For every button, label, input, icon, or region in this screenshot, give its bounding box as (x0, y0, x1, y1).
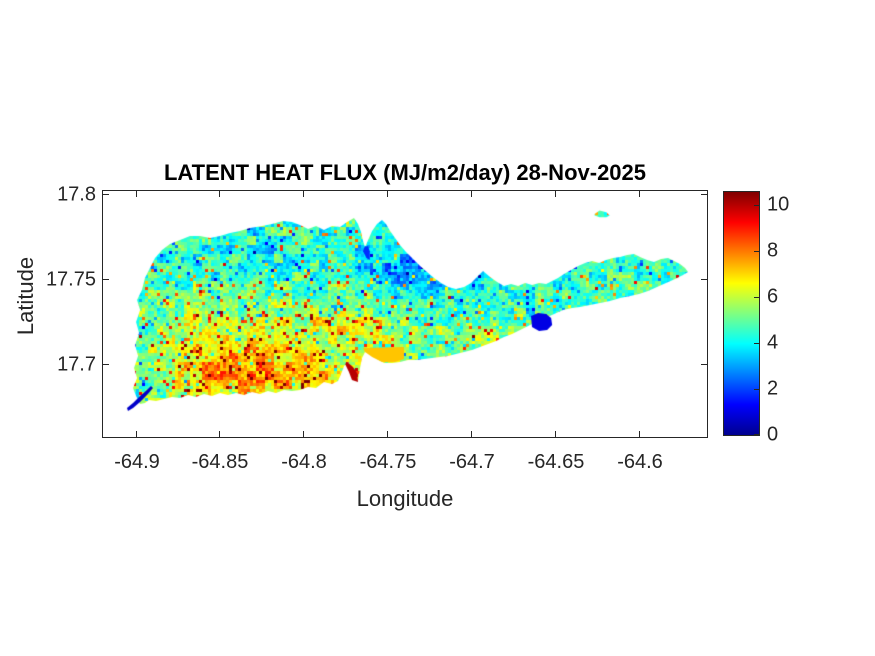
colorbar-tick-mark (754, 297, 759, 298)
colorbar-tick-label: 6 (767, 285, 779, 308)
x-tick-mark (219, 431, 220, 437)
colorbar-tick-label: 2 (767, 377, 779, 400)
colorbar-gradient (723, 191, 760, 436)
x-tick-label: -64.8 (281, 451, 327, 473)
x-tick-mark (639, 191, 640, 197)
y-axis-label: Latitude (13, 256, 38, 336)
y-tick-mark (103, 364, 109, 365)
y-tick-mark (701, 194, 707, 195)
colorbar-tick-label: 0 (767, 423, 779, 446)
colorbar-tick-label: 4 (767, 331, 779, 354)
x-tick-label: -64.85 (191, 451, 249, 473)
x-tick-mark (387, 191, 388, 197)
y-tick-label: 17.7 (57, 353, 96, 376)
y-tick-mark (103, 279, 109, 280)
x-tick-mark (219, 191, 220, 197)
x-tick-mark (136, 431, 137, 437)
heatmap-canvas (103, 191, 707, 437)
y-tick-mark (701, 279, 707, 280)
x-tick-label: -64.65 (527, 451, 585, 473)
x-tick-mark (555, 191, 556, 197)
x-tick-label: -64.6 (617, 451, 663, 473)
colorbar-tick-label: 10 (767, 193, 790, 216)
x-tick-mark (555, 431, 556, 437)
x-tick-label: -64.7 (449, 451, 495, 473)
chart-title: LATENT HEAT FLUX (MJ/m2/day) 28-Nov-2025 (163, 160, 647, 185)
y-tick-mark (701, 364, 707, 365)
x-tick-label: -64.9 (114, 451, 160, 473)
y-tick-label: 17.8 (57, 183, 96, 206)
y-tick-mark (103, 194, 109, 195)
colorbar-tick-mark (754, 205, 759, 206)
x-axis-label: Longitude (356, 486, 454, 511)
x-tick-mark (639, 431, 640, 437)
colorbar-tick-mark (754, 389, 759, 390)
plot-area (102, 190, 708, 438)
colorbar-tick-label: 8 (767, 239, 779, 262)
x-tick-mark (303, 431, 304, 437)
colorbar-tick-mark (754, 343, 759, 344)
x-tick-mark (136, 191, 137, 197)
x-tick-mark (471, 191, 472, 197)
x-tick-mark (303, 191, 304, 197)
x-tick-mark (471, 431, 472, 437)
colorbar-tick-mark (754, 251, 759, 252)
x-tick-label: -64.75 (359, 451, 417, 473)
colorbar-tick-mark (754, 434, 759, 435)
x-tick-mark (387, 431, 388, 437)
y-tick-label: 17.75 (45, 268, 96, 291)
